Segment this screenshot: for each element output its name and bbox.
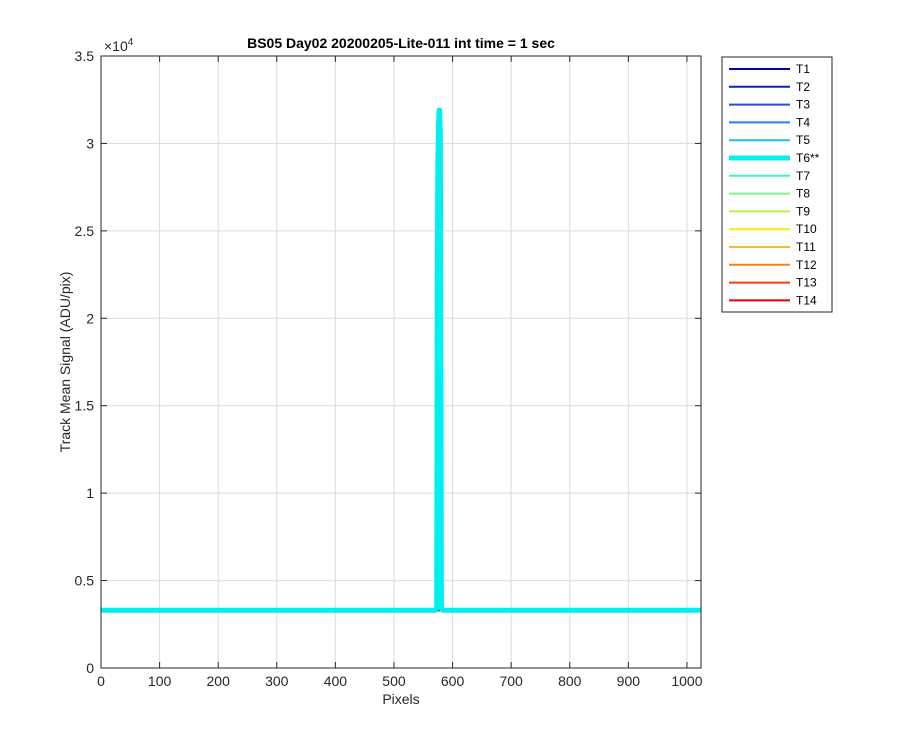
y-tick-label: 3.5 [75, 48, 95, 64]
legend-item: T12 [729, 258, 817, 272]
legend-label: T3 [796, 98, 810, 112]
legend-label: T11 [796, 240, 816, 254]
legend-label: T4 [796, 115, 810, 129]
x-tick-label: 800 [558, 673, 582, 689]
x-tick-label: 700 [499, 673, 523, 689]
x-tick-label: 0 [97, 673, 105, 689]
legend-item: T3 [729, 98, 810, 112]
legend-label: T9 [796, 204, 810, 218]
y-tick-label: 0 [86, 660, 94, 676]
legend-item: T13 [729, 276, 817, 290]
legend-label: T14 [796, 293, 817, 307]
legend-label: T8 [796, 187, 810, 201]
legend-item: T14 [729, 293, 817, 307]
legend-item: T11 [729, 240, 816, 254]
x-tick-label: 300 [265, 673, 289, 689]
legend-item: T8 [729, 187, 810, 201]
legend: T1 T2 T3 T4 T5 T6** T7 T8 T9 T10 T11 T12 T13 T14 [721, 56, 833, 313]
legend-label: T12 [796, 258, 817, 272]
x-tick-label: 200 [207, 673, 231, 689]
x-axis-label: Pixels [382, 691, 419, 707]
y-tick-label: 2 [86, 310, 94, 326]
y-tick-label: 1 [86, 485, 94, 501]
series-line-t6 [101, 107, 701, 613]
legend-item: T2 [729, 80, 810, 94]
legend-box [721, 56, 833, 313]
legend-label: T10 [796, 222, 817, 236]
y-tick-label: 2.5 [75, 223, 95, 239]
series-lines [101, 107, 701, 613]
legend-label: T7 [796, 169, 810, 183]
x-tick-label: 600 [441, 673, 465, 689]
grid [101, 56, 701, 668]
legend-label: T5 [796, 133, 810, 147]
legend-item: T6** [729, 151, 820, 165]
y-tick-label: 3 [86, 135, 94, 151]
y-axis-label: Track Mean Signal (ADU/pix) [57, 272, 73, 453]
y-tick-label: 1.5 [75, 398, 95, 414]
x-tick-label: 900 [617, 673, 641, 689]
y-exponent: ×104 [104, 37, 134, 54]
legend-label: T2 [796, 80, 810, 94]
plot-area [101, 56, 701, 668]
legend-label: T13 [796, 276, 817, 290]
chart-title: BS05 Day02 20200205-Lite-011 int time = … [247, 35, 555, 51]
x-tick-label: 400 [324, 673, 348, 689]
x-tick-label: 1000 [671, 673, 702, 689]
x-tick-label: 100 [148, 673, 172, 689]
legend-item: T7 [729, 169, 810, 183]
legend-items: T1 T2 T3 T4 T5 T6** T7 T8 T9 T10 T11 T12 T13 T14 [729, 62, 820, 307]
legend-item: T9 [729, 204, 810, 218]
legend-item: T1 [729, 62, 810, 76]
plot-frame [100, 55, 702, 669]
y-tick-label: 0.5 [75, 573, 95, 589]
legend-item: T5 [729, 133, 810, 147]
legend-item: T10 [729, 222, 817, 236]
x-tick-label: 500 [382, 673, 406, 689]
legend-label: T1 [796, 62, 810, 76]
legend-item: T4 [729, 115, 810, 129]
axis-ticks: 0 100 200 300 400 500 600 700 800 900 1000 0 0.5 1 1.5… [75, 48, 703, 689]
legend-label: T6** [796, 151, 820, 165]
plot-axes: 0 100 200 300 400 500 600 700 800 900 1000 0 0.5 1 1.5… [75, 48, 703, 689]
